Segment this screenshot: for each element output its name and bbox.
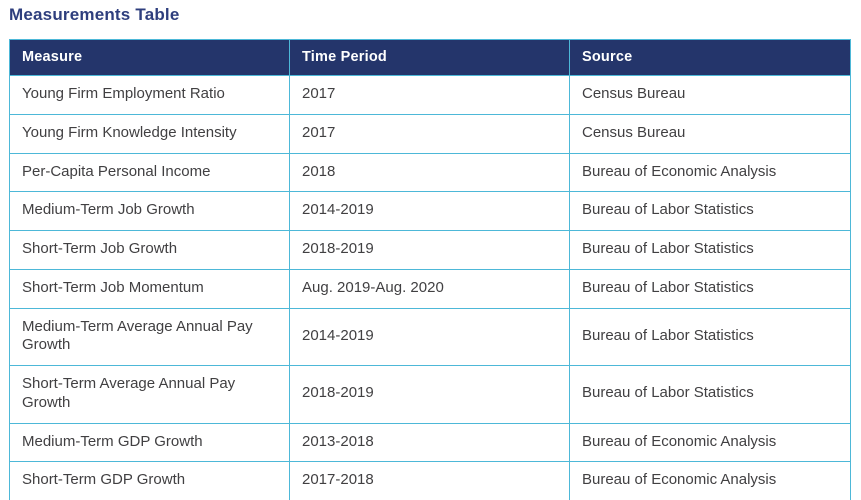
cell-measure: Young Firm Knowledge Intensity xyxy=(9,113,290,154)
cell-measure: Medium-Term GDP Growth xyxy=(9,422,290,463)
table-header: Measure Time Period Source xyxy=(9,39,851,76)
table-header-row: Measure Time Period Source xyxy=(9,39,851,76)
cell-source: Bureau of Labor Statistics xyxy=(569,307,851,366)
cell-period: 2018-2019 xyxy=(289,365,570,424)
cell-source: Bureau of Labor Statistics xyxy=(569,268,851,309)
cell-measure: Per-Capita Personal Income xyxy=(9,152,290,193)
table-row: Medium-Term GDP Growth 2013-2018 Bureau of… xyxy=(9,422,851,463)
table-row: Young Firm Knowledge Intensity 2017 Census… xyxy=(9,113,851,154)
cell-source: Bureau of Labor Statistics xyxy=(569,230,851,270)
cell-source: Census Bureau xyxy=(569,75,851,115)
cell-period: 2017 xyxy=(289,113,570,154)
cell-period: 2017-2018 xyxy=(289,461,570,500)
cell-source: Census Bureau xyxy=(569,113,851,154)
cell-source: Bureau of Labor Statistics xyxy=(569,365,851,424)
cell-measure: Short-Term Job Growth xyxy=(9,230,290,270)
cell-period: 2014-2019 xyxy=(289,307,570,366)
table-row: Short-Term GDP Growth 2017-2018 Bureau of … xyxy=(9,461,851,500)
cell-period: 2018 xyxy=(289,152,570,193)
cell-source: Bureau of Economic Analysis xyxy=(569,152,851,193)
cell-source: Bureau of Economic Analysis xyxy=(569,422,851,463)
table-row: Short-Term Job Growth 2018-2019 Bureau of … xyxy=(9,230,851,270)
cell-measure: Short-Term Job Momentum xyxy=(9,268,290,309)
table-row: Medium-Term Job Growth 2014-2019 Bureau of… xyxy=(9,191,851,231)
table-row: Short-Term Average Annual Pay Growth 2018… xyxy=(9,365,851,424)
table-row: Medium-Term Average Annual Pay Growth 201… xyxy=(9,307,851,366)
table-row: Per-Capita Personal Income 2018 Bureau of … xyxy=(9,152,851,193)
cell-period: 2018-2019 xyxy=(289,230,570,270)
cell-measure: Medium-Term Job Growth xyxy=(9,191,290,231)
table-row: Young Firm Employment Ratio 2017 Census Bu… xyxy=(9,75,851,115)
cell-measure: Short-Term GDP Growth xyxy=(9,461,290,500)
measurements-table: Measure Time Period Source Young Firm Empl… xyxy=(9,39,851,500)
cell-period: Aug. 2019-Aug. 2020 xyxy=(289,268,570,309)
cell-period: 2013-2018 xyxy=(289,422,570,463)
cell-measure: Young Firm Employment Ratio xyxy=(9,75,290,115)
table-row: Short-Term Job Momentum Aug. 2019-Aug. 20… xyxy=(9,268,851,309)
column-header-source: Source xyxy=(569,39,851,76)
cell-source: Bureau of Labor Statistics xyxy=(569,191,851,231)
page-title: Measurements Table xyxy=(9,5,180,24)
column-header-period: Time Period xyxy=(289,39,570,76)
table-body: Young Firm Employment Ratio 2017 Census Bu… xyxy=(9,75,851,500)
cell-measure: Medium-Term Average Annual Pay Growth xyxy=(9,307,290,366)
cell-period: 2014-2019 xyxy=(289,191,570,231)
column-header-measure: Measure xyxy=(9,39,290,76)
cell-period: 2017 xyxy=(289,75,570,115)
cell-measure: Short-Term Average Annual Pay Growth xyxy=(9,365,290,424)
cell-source: Bureau of Economic Analysis xyxy=(569,461,851,500)
